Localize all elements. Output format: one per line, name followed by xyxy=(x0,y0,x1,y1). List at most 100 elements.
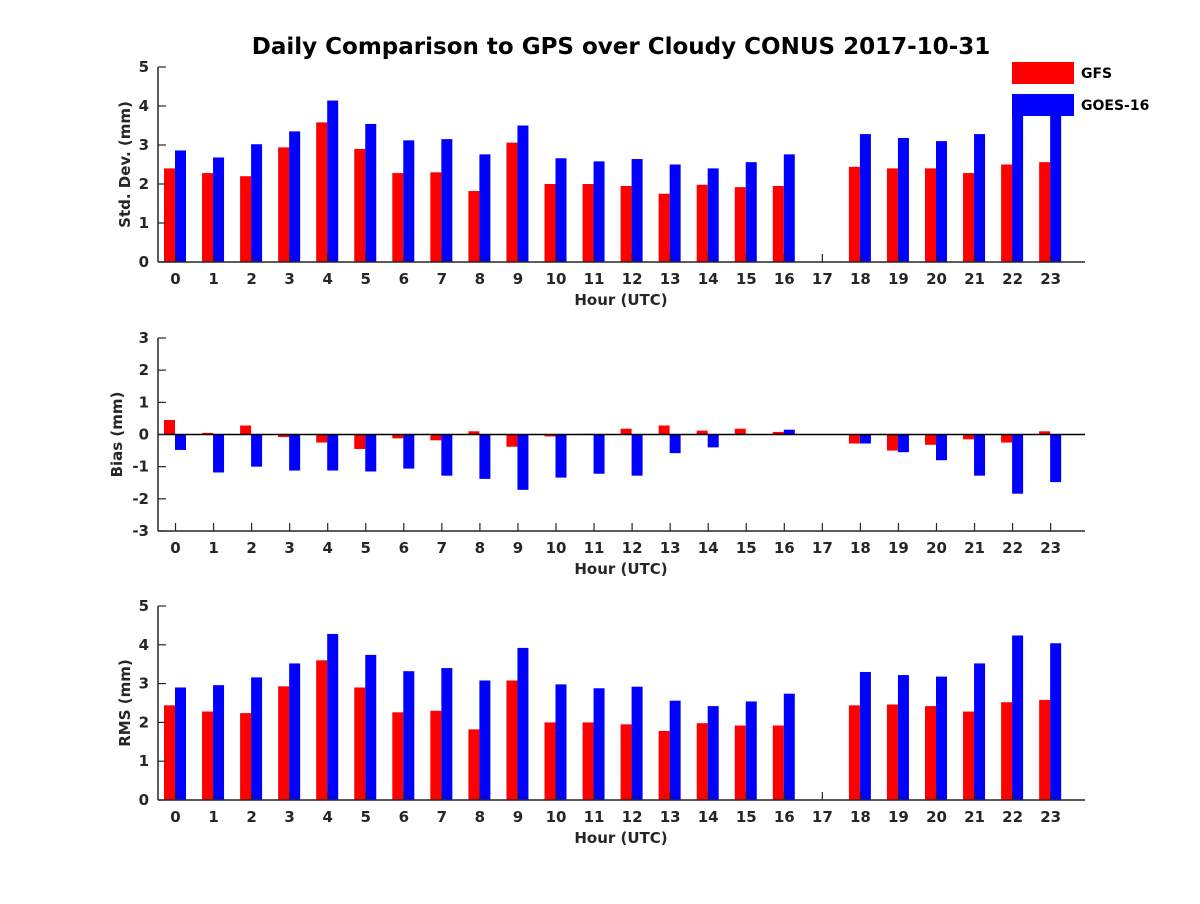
bar-gfs-hour-8 xyxy=(468,729,479,800)
bar-goes-16-hour-12 xyxy=(632,435,643,476)
x-tick-label: 4 xyxy=(322,539,332,557)
bar-goes-16-hour-16 xyxy=(784,154,795,262)
bar-goes-16-hour-9 xyxy=(517,648,528,800)
x-tick-label: 13 xyxy=(660,808,681,826)
bar-goes-16-hour-23 xyxy=(1050,111,1061,262)
bar-goes-16-hour-21 xyxy=(974,435,985,476)
x-tick-label: 2 xyxy=(246,270,256,288)
bar-goes-16-hour-22 xyxy=(1012,114,1023,262)
bar-goes-16-hour-19 xyxy=(898,138,909,262)
bar-goes-16-hour-18 xyxy=(860,672,871,800)
x-tick-label: 18 xyxy=(850,539,871,557)
bar-goes-16-hour-2 xyxy=(251,435,262,467)
y-axis-label: RMS (mm) xyxy=(116,659,134,746)
x-tick-label: 2 xyxy=(246,539,256,557)
bar-gfs-hour-19 xyxy=(887,705,898,800)
bar-goes-16-hour-11 xyxy=(594,688,605,800)
bar-goes-16-hour-5 xyxy=(365,655,376,800)
bar-goes-16-hour-4 xyxy=(327,634,338,800)
bar-goes-16-hour-0 xyxy=(175,687,186,800)
y-tick-label: 0 xyxy=(139,426,149,444)
bar-gfs-hour-22 xyxy=(1001,165,1012,263)
bar-gfs-hour-15 xyxy=(735,726,746,800)
bar-goes-16-hour-20 xyxy=(936,141,947,262)
bar-gfs-hour-20 xyxy=(925,435,936,445)
bar-gfs-hour-4 xyxy=(316,660,327,800)
bar-gfs-hour-10 xyxy=(545,722,556,800)
x-tick-label: 13 xyxy=(660,539,681,557)
bar-goes-16-hour-12 xyxy=(632,687,643,800)
bar-gfs-hour-11 xyxy=(583,722,594,800)
x-tick-label: 3 xyxy=(284,539,294,557)
bar-gfs-hour-13 xyxy=(659,731,670,800)
y-tick-label: 3 xyxy=(139,136,149,154)
y-tick-label: 3 xyxy=(139,675,149,693)
bar-gfs-hour-9 xyxy=(506,143,517,262)
bar-goes-16-hour-14 xyxy=(708,435,719,448)
bar-gfs-hour-19 xyxy=(887,168,898,262)
x-tick-label: 23 xyxy=(1040,539,1061,557)
x-tick-label: 20 xyxy=(926,808,947,826)
bar-goes-16-hour-9 xyxy=(517,435,528,490)
bar-goes-16-hour-2 xyxy=(251,677,262,800)
bar-gfs-hour-1 xyxy=(202,173,213,262)
x-tick-label: 8 xyxy=(475,270,485,288)
y-tick-label: -1 xyxy=(132,458,149,476)
bar-goes-16-hour-5 xyxy=(365,435,376,472)
x-tick-label: 0 xyxy=(170,539,180,557)
bar-gfs-hour-0 xyxy=(164,168,175,262)
bar-goes-16-hour-13 xyxy=(670,701,681,800)
x-tick-label: 16 xyxy=(774,270,795,288)
bar-goes-16-hour-13 xyxy=(670,435,681,454)
x-tick-label: 14 xyxy=(698,808,719,826)
x-tick-label: 23 xyxy=(1040,808,1061,826)
y-tick-label: 2 xyxy=(139,361,149,379)
bar-gfs-hour-2 xyxy=(240,425,251,434)
x-tick-label: 8 xyxy=(475,808,485,826)
y-tick-label: 1 xyxy=(139,752,149,770)
legend-swatch-goes-16 xyxy=(1012,94,1074,116)
x-tick-label: 6 xyxy=(399,808,409,826)
bar-gfs-hour-3 xyxy=(278,147,289,262)
bar-gfs-hour-22 xyxy=(1001,702,1012,800)
bar-gfs-hour-18 xyxy=(849,435,860,444)
x-tick-label: 0 xyxy=(170,270,180,288)
x-tick-label: 10 xyxy=(546,270,567,288)
y-tick-label: 1 xyxy=(139,214,149,232)
x-tick-label: 15 xyxy=(736,539,757,557)
bar-gfs-hour-5 xyxy=(354,149,365,262)
x-tick-label: 11 xyxy=(584,270,605,288)
bar-goes-16-hour-8 xyxy=(479,680,490,800)
bar-gfs-hour-7 xyxy=(430,172,441,262)
bar-gfs-hour-8 xyxy=(468,191,479,262)
bar-goes-16-hour-1 xyxy=(213,157,224,262)
x-tick-label: 1 xyxy=(208,270,218,288)
x-tick-label: 14 xyxy=(698,539,719,557)
bar-goes-16-hour-7 xyxy=(441,668,452,800)
bar-gfs-hour-12 xyxy=(621,429,632,435)
bar-gfs-hour-13 xyxy=(659,425,670,434)
x-tick-label: 4 xyxy=(322,270,332,288)
x-tick-label: 20 xyxy=(926,539,947,557)
x-tick-label: 21 xyxy=(964,539,985,557)
bar-goes-16-hour-13 xyxy=(670,165,681,263)
x-tick-label: 21 xyxy=(964,270,985,288)
bar-gfs-hour-18 xyxy=(849,167,860,262)
x-tick-label: 9 xyxy=(513,808,523,826)
bar-goes-16-hour-23 xyxy=(1050,643,1061,800)
x-tick-label: 13 xyxy=(660,270,681,288)
x-tick-label: 3 xyxy=(284,808,294,826)
bar-goes-16-hour-15 xyxy=(746,701,757,800)
bar-goes-16-hour-2 xyxy=(251,144,262,262)
bar-goes-16-hour-11 xyxy=(594,161,605,262)
x-axis-label: Hour (UTC) xyxy=(574,560,667,578)
bar-goes-16-hour-20 xyxy=(936,677,947,800)
bar-gfs-hour-15 xyxy=(735,429,746,435)
bar-goes-16-hour-20 xyxy=(936,435,947,461)
y-tick-label: -2 xyxy=(132,490,149,508)
x-tick-label: 19 xyxy=(888,539,909,557)
bar-goes-16-hour-0 xyxy=(175,150,186,262)
bar-gfs-hour-14 xyxy=(697,723,708,800)
